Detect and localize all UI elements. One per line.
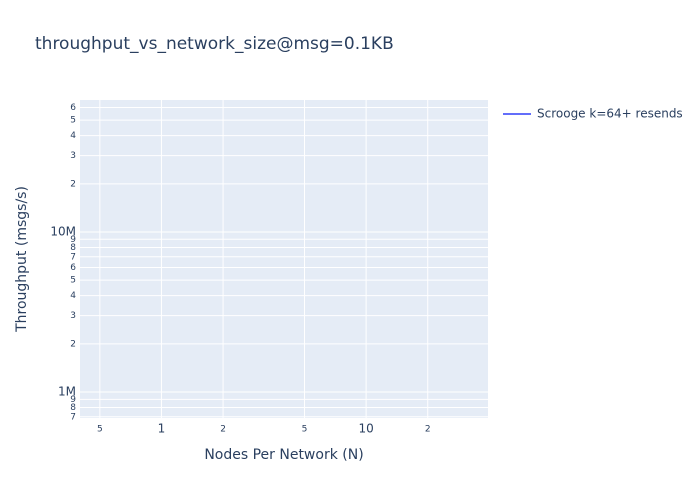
- y-tick-label: 2: [70, 179, 76, 189]
- y-tick-label: 1M: [58, 385, 76, 399]
- chart-title: throughput_vs_network_size@msg=0.1KB: [35, 34, 394, 54]
- y-tick-label: 6: [70, 263, 76, 273]
- y-tick-label: 7: [70, 252, 76, 262]
- x-tick-label: 5: [97, 425, 103, 435]
- y-tick-label: 5: [70, 276, 76, 286]
- y-tick-label: 5: [70, 116, 76, 126]
- x-tick-label: 2: [220, 425, 226, 435]
- x-tick-label: 2: [425, 425, 431, 435]
- y-tick-label: 9: [70, 235, 76, 245]
- x-tick-label: 1: [158, 422, 166, 436]
- y-tick-label: 7: [70, 412, 76, 422]
- y-tick-label: 8: [70, 243, 76, 253]
- y-axis-title: Throughput (msgs/s): [14, 186, 30, 333]
- y-tick-label: 9: [70, 395, 76, 405]
- y-tick-label: 6: [70, 103, 76, 113]
- y-tick-label: 2: [70, 339, 76, 349]
- x-axis-title: Nodes Per Network (N): [204, 447, 363, 463]
- y-tick-label: 3: [70, 151, 76, 161]
- y-tick-label: 10M: [50, 224, 76, 238]
- y-tick-label: 4: [70, 131, 76, 141]
- plot-area: [80, 100, 488, 418]
- y-tick-label: 4: [70, 291, 76, 301]
- y-tick-label: 3: [70, 311, 76, 321]
- x-tick-label: 10: [358, 422, 373, 436]
- x-tick-label: 5: [302, 425, 308, 435]
- y-tick-label: 8: [70, 403, 76, 413]
- legend-label: Scrooge k=64+ resends: [537, 107, 683, 121]
